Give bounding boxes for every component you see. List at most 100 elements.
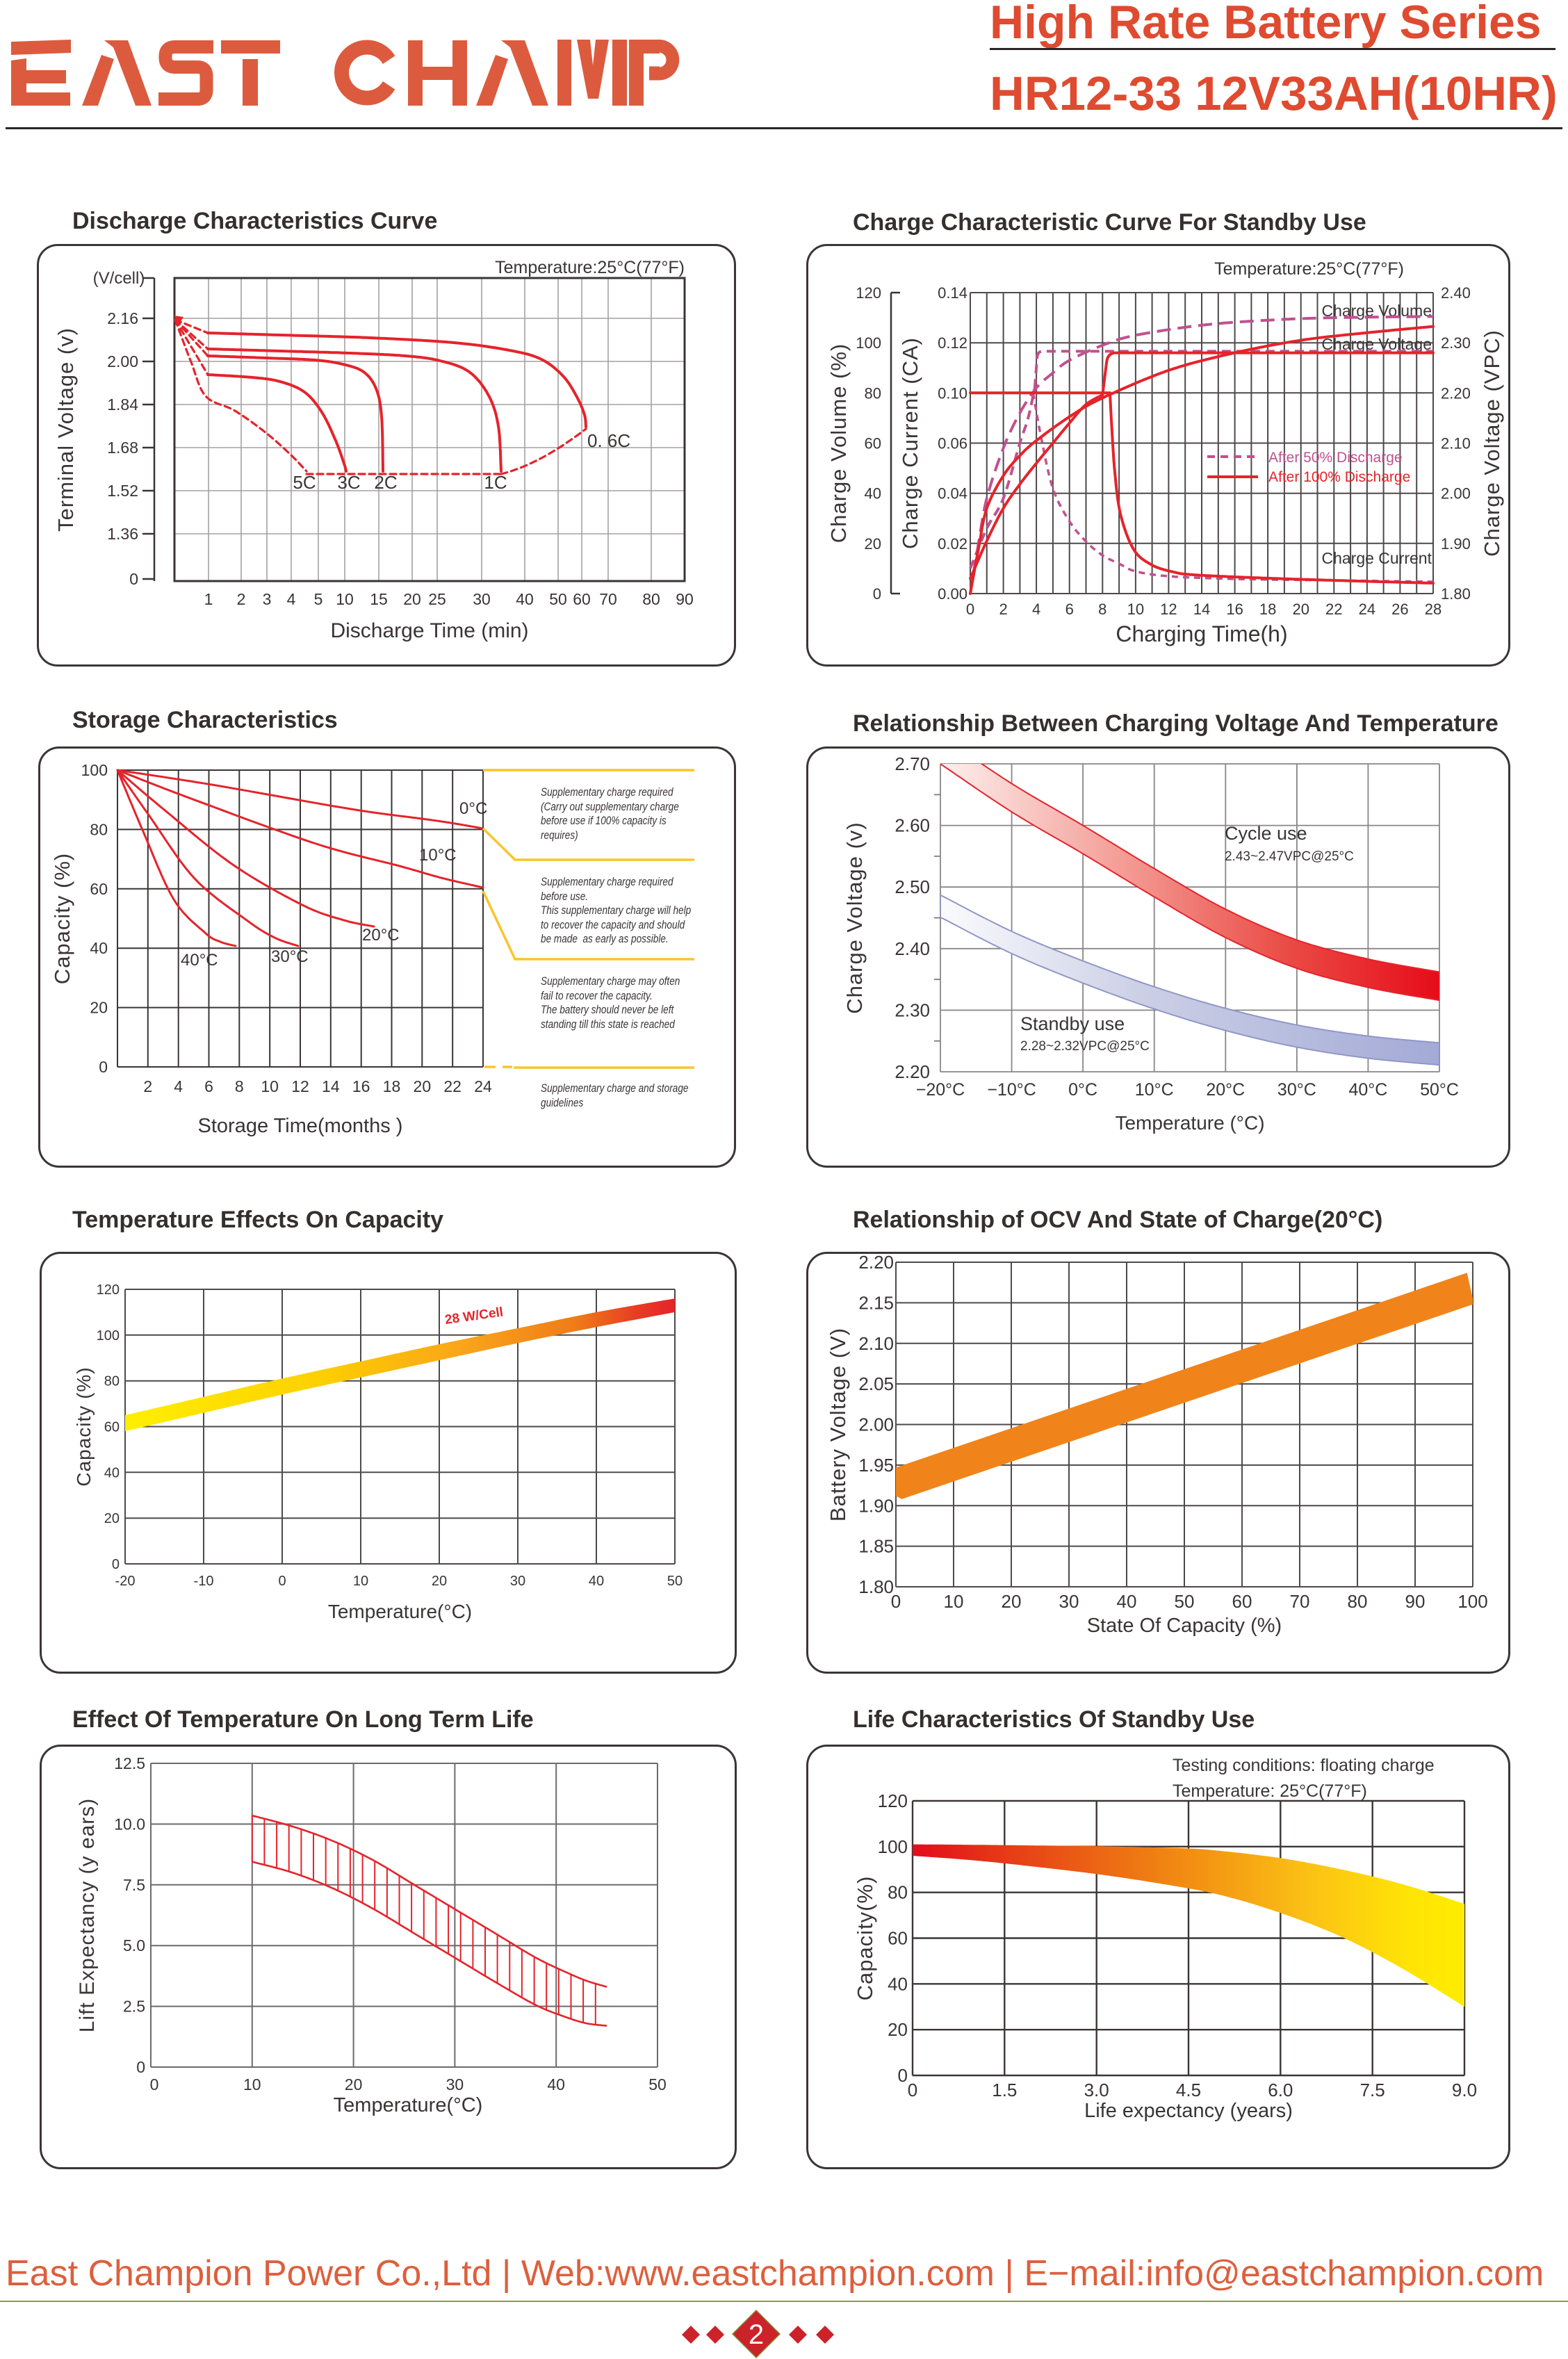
svg-text:20: 20 xyxy=(432,1574,447,1589)
svg-text:2.60: 2.60 xyxy=(895,815,930,836)
svg-text:Life expectancy (years): Life expectancy (years) xyxy=(1084,2100,1293,2122)
svg-text:40: 40 xyxy=(888,1973,908,1994)
svg-text:1.36: 1.36 xyxy=(107,525,138,543)
svg-text:1.85: 1.85 xyxy=(858,1536,894,1557)
svg-text:4.5: 4.5 xyxy=(1176,2080,1201,2100)
svg-text:7.5: 7.5 xyxy=(123,1876,145,1894)
svg-text:Temperature(°C): Temperature(°C) xyxy=(328,1601,472,1622)
svg-text:0°C: 0°C xyxy=(1068,1080,1097,1100)
svg-text:10°C: 10°C xyxy=(1135,1080,1174,1100)
svg-text:100: 100 xyxy=(856,334,881,352)
svg-text:50: 50 xyxy=(549,590,567,608)
svg-text:20°C: 20°C xyxy=(1206,1080,1245,1100)
svg-text:0: 0 xyxy=(136,2058,145,2076)
svg-text:12: 12 xyxy=(1160,601,1177,618)
svg-text:Capacity (%): Capacity (%) xyxy=(50,853,74,984)
svg-text:80: 80 xyxy=(642,590,660,608)
svg-text:14: 14 xyxy=(1193,601,1210,618)
svg-text:−10°C: −10°C xyxy=(987,1080,1036,1100)
svg-text:2.40: 2.40 xyxy=(1441,284,1471,302)
svg-text:26: 26 xyxy=(1391,601,1408,618)
svg-text:Charge Current (CA): Charge Current (CA) xyxy=(898,337,922,549)
svg-text:1.90: 1.90 xyxy=(858,1495,894,1516)
svg-text:20: 20 xyxy=(1292,601,1309,618)
svg-text:40: 40 xyxy=(547,2075,565,2093)
svg-text:8: 8 xyxy=(1098,601,1106,618)
svg-text:60: 60 xyxy=(888,1928,908,1949)
svg-text:0.04: 0.04 xyxy=(938,485,967,503)
svg-text:12: 12 xyxy=(291,1077,309,1095)
svg-text:40: 40 xyxy=(90,939,108,957)
svg-text:Storage Time(months ): Storage Time(months ) xyxy=(198,1115,403,1137)
svg-text:10: 10 xyxy=(944,1591,964,1612)
svg-text:After 50% Discharge: After 50% Discharge xyxy=(1268,450,1403,466)
svg-text:20: 20 xyxy=(90,999,108,1017)
svg-text:60: 60 xyxy=(90,880,108,898)
svg-text:16: 16 xyxy=(352,1077,370,1095)
svg-text:22: 22 xyxy=(443,1077,462,1095)
svg-text:1.52: 1.52 xyxy=(107,482,138,500)
svg-text:4: 4 xyxy=(287,590,296,608)
svg-text:30: 30 xyxy=(473,590,491,608)
svg-text:100: 100 xyxy=(97,1328,120,1344)
svg-text:Capacity(%): Capacity(%) xyxy=(853,1876,877,2001)
svg-text:Terminal Voltage (v): Terminal Voltage (v) xyxy=(54,327,78,532)
svg-text:2.30: 2.30 xyxy=(1441,334,1471,352)
svg-text:Discharge Time (min): Discharge Time (min) xyxy=(330,619,528,642)
svg-text:80: 80 xyxy=(888,1882,908,1903)
svg-text:5: 5 xyxy=(314,590,323,608)
svg-text:5C: 5C xyxy=(293,472,316,493)
svg-text:0.02: 0.02 xyxy=(938,535,967,553)
svg-text:16: 16 xyxy=(1226,601,1243,618)
svg-text:30: 30 xyxy=(1059,1591,1079,1612)
svg-text:Charge Voltage (VPC): Charge Voltage (VPC) xyxy=(1480,329,1504,557)
svg-text:2.30: 2.30 xyxy=(895,999,930,1020)
svg-text:2.28~2.32VPC@25°C: 2.28~2.32VPC@25°C xyxy=(1020,1039,1150,1054)
svg-text:4: 4 xyxy=(174,1077,183,1095)
svg-text:120: 120 xyxy=(97,1282,120,1298)
svg-text:18: 18 xyxy=(1259,601,1276,618)
svg-text:70: 70 xyxy=(1290,1591,1310,1612)
svg-text:2: 2 xyxy=(143,1077,152,1095)
svg-text:28: 28 xyxy=(1425,601,1442,618)
svg-text:80: 80 xyxy=(90,820,108,838)
svg-text:40: 40 xyxy=(589,1574,604,1589)
svg-text:50: 50 xyxy=(1175,1591,1195,1612)
svg-text:70: 70 xyxy=(599,590,617,608)
svg-text:10.0: 10.0 xyxy=(114,1815,145,1833)
svg-text:40°C: 40°C xyxy=(1348,1080,1387,1100)
svg-text:2.20: 2.20 xyxy=(1441,384,1471,402)
svg-text:30°C: 30°C xyxy=(271,947,309,966)
svg-text:100: 100 xyxy=(878,1836,908,1857)
svg-text:10: 10 xyxy=(261,1077,279,1095)
svg-text:1C: 1C xyxy=(484,472,507,493)
svg-text:120: 120 xyxy=(878,1790,908,1811)
svg-text:0: 0 xyxy=(966,601,974,618)
svg-text:0: 0 xyxy=(891,1591,901,1612)
svg-text:0: 0 xyxy=(278,1574,286,1589)
svg-text:2.15: 2.15 xyxy=(858,1292,894,1313)
svg-text:Temperature:25°C(77°F): Temperature:25°C(77°F) xyxy=(495,258,685,277)
svg-text:6: 6 xyxy=(204,1077,213,1095)
svg-text:50°C: 50°C xyxy=(1420,1080,1459,1100)
svg-text:20: 20 xyxy=(104,1511,120,1526)
svg-text:Charging Time(h): Charging Time(h) xyxy=(1116,621,1287,646)
svg-text:Testing conditions: floating c: Testing conditions: floating charge xyxy=(1173,1756,1435,1775)
svg-text:50: 50 xyxy=(667,1574,683,1589)
svg-text:-10: -10 xyxy=(194,1574,214,1589)
svg-text:2.5: 2.5 xyxy=(123,1998,145,2016)
svg-text:2.16: 2.16 xyxy=(107,309,138,327)
svg-text:−20°C: −20°C xyxy=(916,1080,965,1100)
svg-text:40: 40 xyxy=(104,1465,120,1480)
svg-text:40: 40 xyxy=(516,590,534,608)
svg-text:2.05: 2.05 xyxy=(858,1373,894,1394)
svg-text:1: 1 xyxy=(204,590,213,608)
svg-text:50: 50 xyxy=(648,2075,667,2093)
svg-text:7.5: 7.5 xyxy=(1360,2080,1385,2100)
svg-text:Charge Volume (%): Charge Volume (%) xyxy=(826,343,851,544)
svg-text:0: 0 xyxy=(129,570,138,588)
svg-text:40°C: 40°C xyxy=(181,951,218,970)
svg-text:9.0: 9.0 xyxy=(1452,2080,1477,2100)
svg-text:-20: -20 xyxy=(115,1574,136,1589)
svg-text:10: 10 xyxy=(353,1574,368,1589)
